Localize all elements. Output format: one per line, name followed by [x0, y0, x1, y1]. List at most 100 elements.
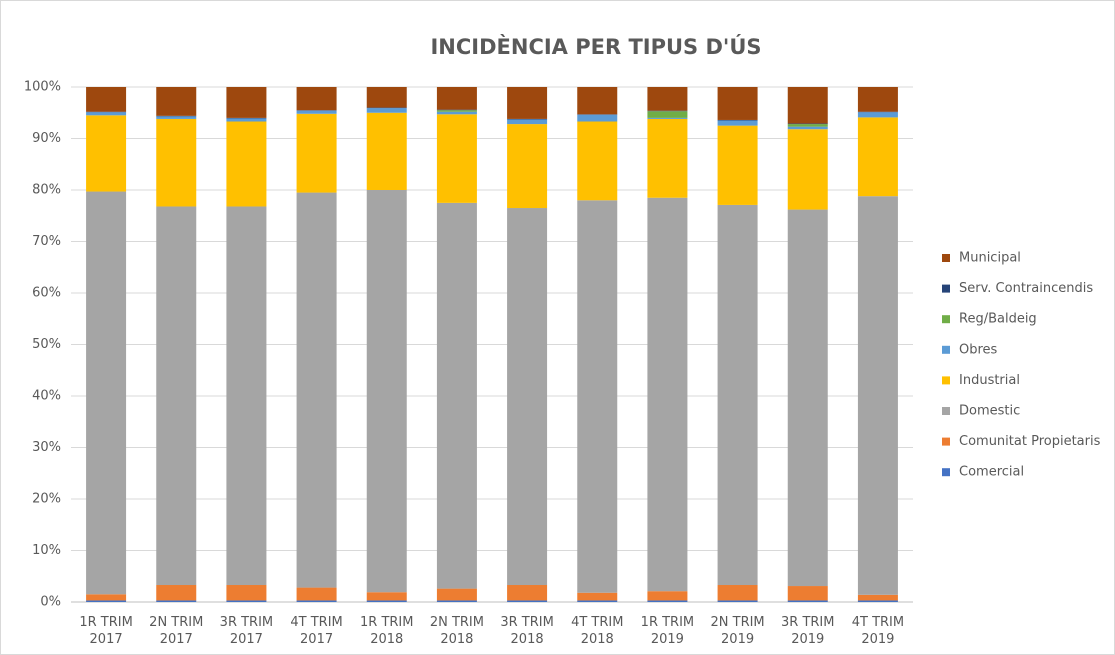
legend-marker [942, 468, 950, 477]
bar-segment [507, 87, 548, 119]
bar-segment [86, 111, 127, 113]
bar-segment [787, 129, 828, 210]
x-tick-label: 3R TRIM 2017 [219, 615, 274, 647]
bar-segment [366, 600, 407, 602]
bar-segment [647, 87, 688, 111]
bar-segment [717, 119, 758, 121]
legend-marker [942, 407, 950, 415]
bar-segment [156, 115, 197, 117]
bar-segment [156, 116, 197, 119]
chart-title: INCIDÈNCIA PER TIPUS D'ÚS [430, 34, 761, 59]
legend-label: Serv. Contraincendis [959, 281, 1093, 296]
bar-segment [366, 190, 407, 593]
bar-segment [296, 600, 337, 602]
y-tick-label: 100% [24, 80, 61, 95]
bar-segment [577, 87, 618, 115]
bar-segment [436, 588, 477, 601]
bar-segment [366, 112, 407, 190]
legend-marker [942, 284, 950, 293]
legend-marker [942, 437, 950, 446]
y-tick-label: 70% [32, 234, 61, 249]
bar-segment [86, 87, 127, 112]
bar-segment [156, 206, 197, 586]
bar-segment [647, 600, 688, 602]
x-tick-label: 3R TRIM 2018 [500, 615, 554, 647]
x-tick-label: 4T TRIM 2017 [290, 615, 343, 647]
bar-segment [86, 115, 127, 192]
bar-segment [296, 192, 337, 588]
bar-segment [857, 594, 898, 601]
bar-segment [717, 585, 758, 601]
legend-marker [942, 315, 950, 324]
bar-segment [436, 87, 477, 110]
bar-segment [717, 87, 758, 120]
bar-segment [507, 208, 548, 586]
bar-segment [787, 600, 828, 602]
bar-segment [577, 592, 618, 601]
x-tick-label: 4T TRIM 2018 [571, 615, 624, 647]
bar-segment [857, 117, 898, 197]
legend-label: Industrial [959, 373, 1020, 388]
bar-segment [436, 109, 477, 111]
bar-segment [366, 107, 407, 109]
bar-segment [857, 87, 898, 112]
bar-segment [717, 120, 758, 126]
bar-segment [577, 200, 618, 593]
bar-segment [787, 87, 828, 124]
bar-segment [717, 204, 758, 586]
x-tick-label: 1R TRIM 2019 [640, 615, 695, 647]
bar-segment [647, 591, 688, 601]
bar-segment [86, 191, 127, 595]
bar-segment [86, 594, 127, 601]
x-tick-label: 2N TRIM 2019 [710, 615, 765, 647]
bar-segment [156, 118, 197, 207]
bar-segment [296, 87, 337, 111]
bar-segment [226, 600, 267, 602]
bar-segment [296, 110, 337, 111]
x-tick-label: 2N TRIM 2018 [429, 615, 484, 647]
bar-segment [226, 585, 267, 601]
bar-segment [787, 209, 828, 587]
bar-segment [857, 196, 898, 595]
bar-segment [436, 600, 477, 602]
bar-segment [507, 118, 548, 120]
bar-segment [577, 114, 618, 122]
bar-segment [717, 125, 758, 205]
bar-segment [226, 117, 267, 119]
bar-segment [156, 600, 197, 602]
bar-segment [647, 110, 688, 112]
bar-segment [507, 585, 548, 601]
bar-segment [86, 600, 127, 602]
legend-marker [942, 345, 950, 354]
bar-segment [156, 585, 197, 601]
bar-segment [577, 121, 618, 201]
bar-segment [787, 126, 828, 130]
bar-segment [366, 592, 407, 601]
bar-segment [787, 586, 828, 601]
bar-segment [436, 110, 477, 112]
legend-marker [942, 376, 950, 385]
bar-segment [296, 110, 337, 114]
legend-label: Comunitat Propietaris [959, 434, 1101, 449]
bar-segment [647, 197, 688, 592]
y-tick-label: 0% [40, 595, 61, 610]
bar-segment [647, 111, 688, 118]
bar-segment [296, 587, 337, 601]
bar-segment [226, 121, 267, 207]
bar-segment [507, 119, 548, 125]
y-tick-label: 10% [32, 543, 61, 558]
legend-marker [942, 254, 950, 262]
bar-segment [577, 600, 618, 602]
bar-segment [436, 202, 477, 589]
legend-label: Municipal [959, 251, 1021, 266]
bar-segment [787, 124, 828, 127]
bar-segment [647, 117, 688, 119]
y-tick-label: 50% [32, 337, 61, 352]
bar-segment [436, 114, 477, 203]
legend-label: Domestic [959, 404, 1020, 419]
bar-segment [226, 206, 267, 586]
x-tick-label: 2N TRIM 2017 [149, 615, 204, 647]
x-tick-label: 4T TRIM 2019 [851, 615, 905, 647]
legend-label: Comercial [959, 465, 1024, 480]
